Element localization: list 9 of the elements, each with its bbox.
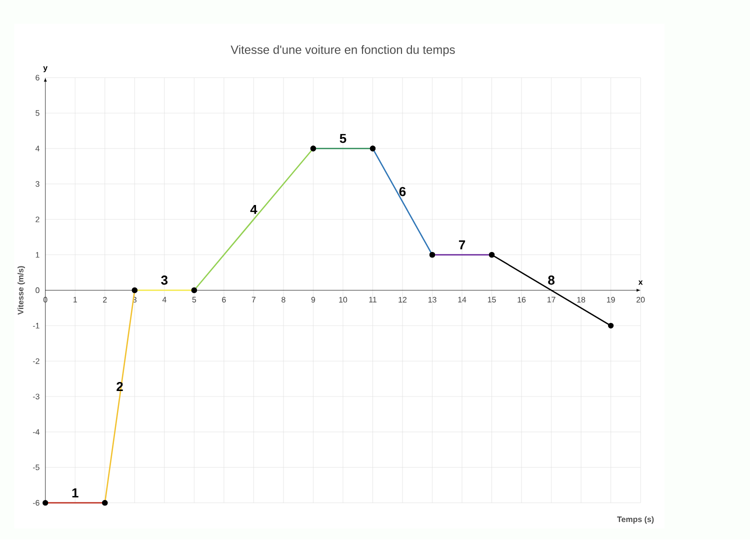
annotation: 7 xyxy=(458,240,466,250)
point xyxy=(608,322,614,329)
annotation: 1 xyxy=(72,488,78,498)
chart-title: Vitesse d'une voiture en fonction du temps xyxy=(230,45,455,56)
annotation: 5 xyxy=(340,134,346,144)
annotation: 6 xyxy=(399,187,406,196)
annotation: 8 xyxy=(548,276,555,285)
annotation: 4 xyxy=(250,205,258,214)
annotation: 3 xyxy=(161,276,168,285)
